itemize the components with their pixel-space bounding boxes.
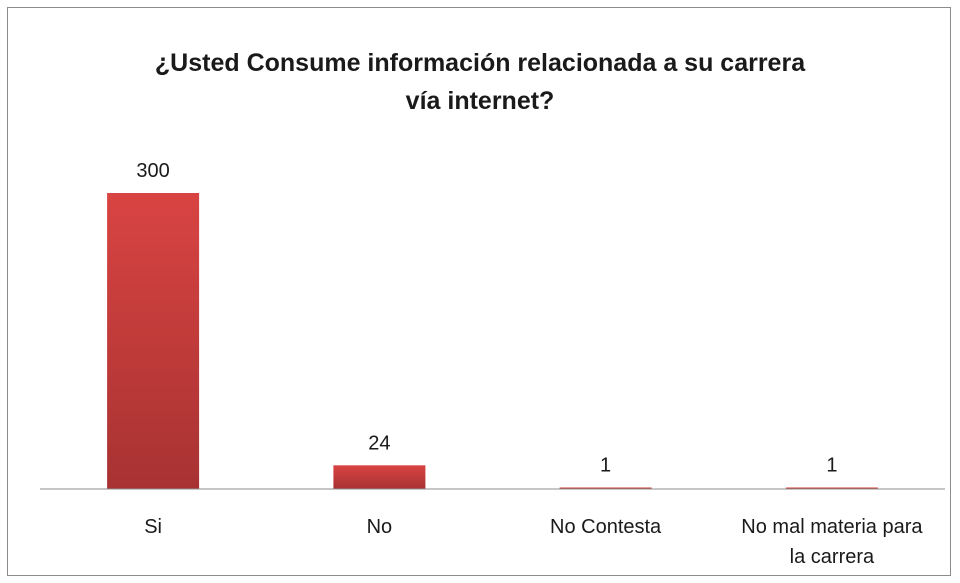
chart-title: ¿Usted Consume información relacionada a… <box>8 44 952 120</box>
category-label-2: No Contesta <box>550 516 662 538</box>
bar-3 <box>785 487 878 489</box>
data-label-2: 1 <box>600 455 611 477</box>
bar-2 <box>559 487 652 489</box>
category-label-3-line-1: la carrera <box>790 546 875 568</box>
bars-layer <box>107 193 878 489</box>
data-label-3: 1 <box>826 455 837 477</box>
bar-0 <box>107 193 200 489</box>
bar-1 <box>333 465 426 489</box>
chart-title-line-1: ¿Usted Consume información relacionada a… <box>154 49 806 77</box>
category-label-0: Si <box>144 516 162 538</box>
labels-layer: 300 Si 24 No 1 No Contesta 1 No mal materia par… <box>136 160 923 568</box>
chart-title-line-2: vía internet? <box>405 87 555 115</box>
data-label-1: 24 <box>368 432 390 454</box>
category-label-1: No <box>367 516 393 538</box>
data-label-0: 300 <box>136 160 169 182</box>
category-label-3-line-0: No mal materia para <box>741 516 923 538</box>
